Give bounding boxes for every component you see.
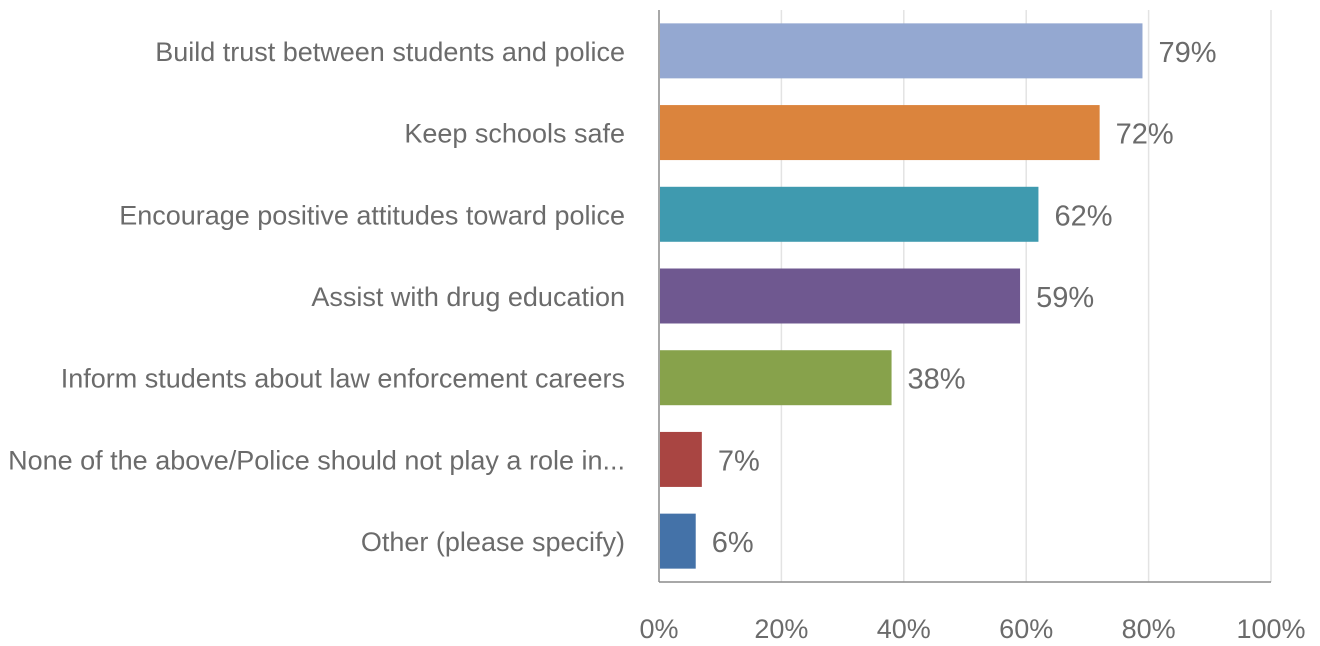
category-label: None of the above/Police should not play…: [8, 445, 625, 475]
x-tick-label: 60%: [999, 614, 1053, 641]
bar: [660, 23, 1143, 79]
data-label: 7%: [718, 445, 760, 477]
data-label: 6%: [712, 527, 754, 559]
category-label: Assist with drug education: [311, 282, 625, 312]
bar: [660, 513, 696, 569]
axes: [658, 10, 1271, 583]
x-tick-label: 0%: [639, 614, 678, 641]
category-label: Keep schools safe: [404, 119, 625, 149]
data-label: 38%: [908, 364, 966, 396]
data-label: 62%: [1054, 200, 1112, 232]
category-label: Other (please specify): [361, 527, 625, 557]
x-tick-label: 80%: [1122, 614, 1176, 641]
data-label: 59%: [1036, 282, 1094, 314]
bar: [660, 268, 1021, 324]
bar: [660, 105, 1100, 161]
category-label: Encourage positive attitudes toward poli…: [119, 200, 625, 230]
x-tick-label: 100%: [1236, 614, 1305, 641]
bar: [660, 186, 1039, 242]
x-tick-label: 40%: [877, 614, 931, 641]
data-label: 79%: [1158, 37, 1216, 69]
labels: 0% 20% 40% 60% 80% 100% Build trust between st…: [8, 37, 1305, 644]
x-tick-label: 20%: [754, 614, 808, 641]
bar: [660, 431, 702, 487]
category-label: Inform students about law enforcement ca…: [61, 364, 625, 394]
bars: [660, 23, 1143, 569]
category-label: Build trust between students and police: [155, 37, 625, 67]
bar: [660, 350, 892, 406]
data-label: 72%: [1116, 119, 1174, 151]
